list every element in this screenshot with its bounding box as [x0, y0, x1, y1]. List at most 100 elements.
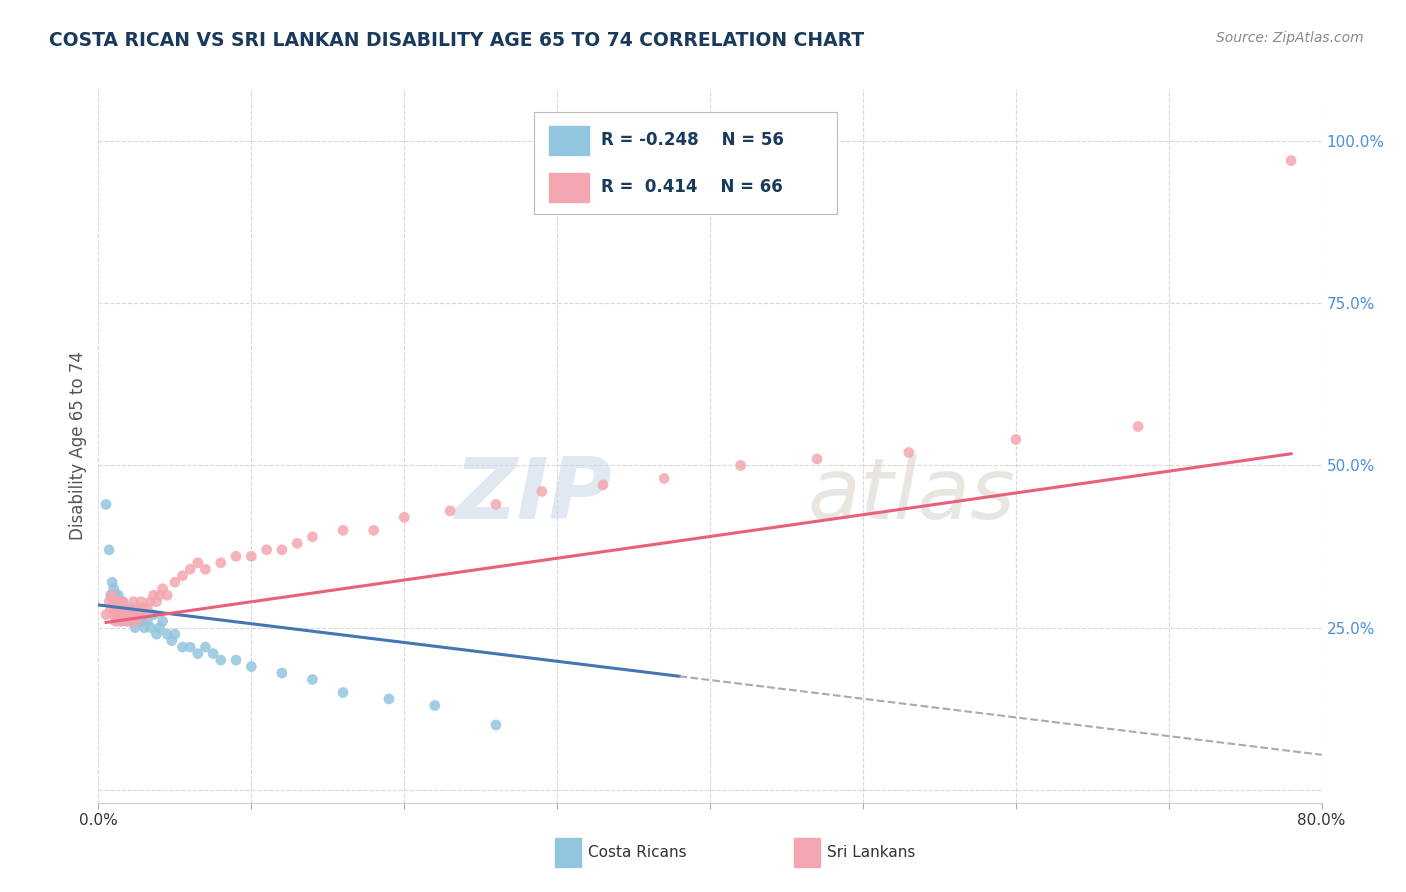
Point	[136, 601, 159, 615]
Point	[107, 601, 129, 615]
Text: atlas: atlas	[808, 454, 1017, 538]
Point	[110, 614, 132, 628]
Point	[145, 627, 167, 641]
Point	[105, 595, 128, 609]
Point	[103, 582, 125, 596]
Text: Sri Lankans: Sri Lankans	[827, 846, 915, 860]
Point	[115, 607, 138, 622]
Point	[806, 452, 828, 467]
Bar	[550, 126, 589, 154]
Point	[439, 504, 461, 518]
Point	[363, 524, 385, 538]
Point	[132, 601, 155, 615]
Point	[392, 510, 416, 524]
Point	[132, 614, 155, 628]
Point	[142, 607, 165, 622]
Point	[105, 607, 128, 622]
Point	[897, 445, 920, 459]
Point	[485, 718, 508, 732]
Point	[120, 614, 142, 628]
Point	[117, 614, 139, 628]
Point	[103, 607, 125, 622]
Bar	[550, 173, 589, 202]
Point	[152, 582, 174, 596]
Point	[103, 595, 125, 609]
Point	[187, 556, 209, 570]
Point	[136, 614, 159, 628]
Point	[134, 621, 156, 635]
Point	[730, 458, 752, 473]
Point	[111, 595, 134, 609]
Point	[160, 633, 183, 648]
Point	[125, 614, 148, 628]
Point	[101, 575, 124, 590]
Y-axis label: Disability Age 65 to 74: Disability Age 65 to 74	[69, 351, 87, 541]
Point	[172, 568, 194, 582]
Point	[118, 601, 141, 615]
Point	[127, 601, 149, 615]
Point	[209, 556, 232, 570]
Point	[592, 478, 614, 492]
Point	[124, 621, 146, 635]
Point	[121, 601, 143, 615]
Point	[110, 601, 132, 615]
Point	[209, 653, 232, 667]
Point	[172, 640, 194, 654]
Point	[129, 595, 152, 609]
Point	[156, 588, 179, 602]
Point	[156, 627, 179, 641]
Text: COSTA RICAN VS SRI LANKAN DISABILITY AGE 65 TO 74 CORRELATION CHART: COSTA RICAN VS SRI LANKAN DISABILITY AGE…	[49, 31, 865, 50]
Point	[129, 607, 152, 622]
Point	[104, 614, 127, 628]
Point	[100, 588, 122, 602]
Point	[103, 595, 125, 609]
Point	[301, 530, 323, 544]
Point	[94, 607, 117, 622]
Point	[530, 484, 553, 499]
Point	[202, 647, 225, 661]
Point	[163, 627, 186, 641]
Point	[104, 601, 127, 615]
Point	[194, 562, 217, 576]
Point	[270, 666, 292, 681]
Point	[332, 685, 354, 699]
Point	[124, 607, 146, 622]
Point	[152, 614, 174, 628]
Text: R = -0.248    N = 56: R = -0.248 N = 56	[600, 131, 783, 149]
Point	[105, 595, 128, 609]
Point	[179, 562, 201, 576]
Point	[115, 607, 138, 622]
Point	[378, 692, 401, 706]
Point	[94, 497, 117, 511]
Point	[120, 614, 142, 628]
Point	[111, 595, 134, 609]
Point	[100, 601, 122, 615]
Point	[256, 542, 278, 557]
Text: ZIP: ZIP	[454, 454, 612, 538]
Point	[1128, 419, 1150, 434]
Point	[111, 607, 134, 622]
Point	[485, 497, 508, 511]
Point	[179, 640, 201, 654]
Point	[134, 607, 156, 622]
Point	[118, 601, 141, 615]
Point	[285, 536, 308, 550]
Point	[111, 607, 134, 622]
Point	[108, 595, 131, 609]
Point	[108, 607, 131, 622]
Point	[149, 588, 172, 602]
Point	[1279, 153, 1302, 168]
Point	[118, 607, 141, 622]
Point	[104, 601, 127, 615]
Point	[270, 542, 292, 557]
Point	[128, 601, 150, 615]
Point	[122, 607, 145, 622]
Point	[101, 588, 124, 602]
Point	[225, 653, 247, 667]
Point	[652, 471, 675, 485]
Text: Source: ZipAtlas.com: Source: ZipAtlas.com	[1216, 31, 1364, 45]
Point	[423, 698, 446, 713]
Point	[1004, 433, 1026, 447]
Point	[122, 595, 145, 609]
Point	[98, 542, 121, 557]
